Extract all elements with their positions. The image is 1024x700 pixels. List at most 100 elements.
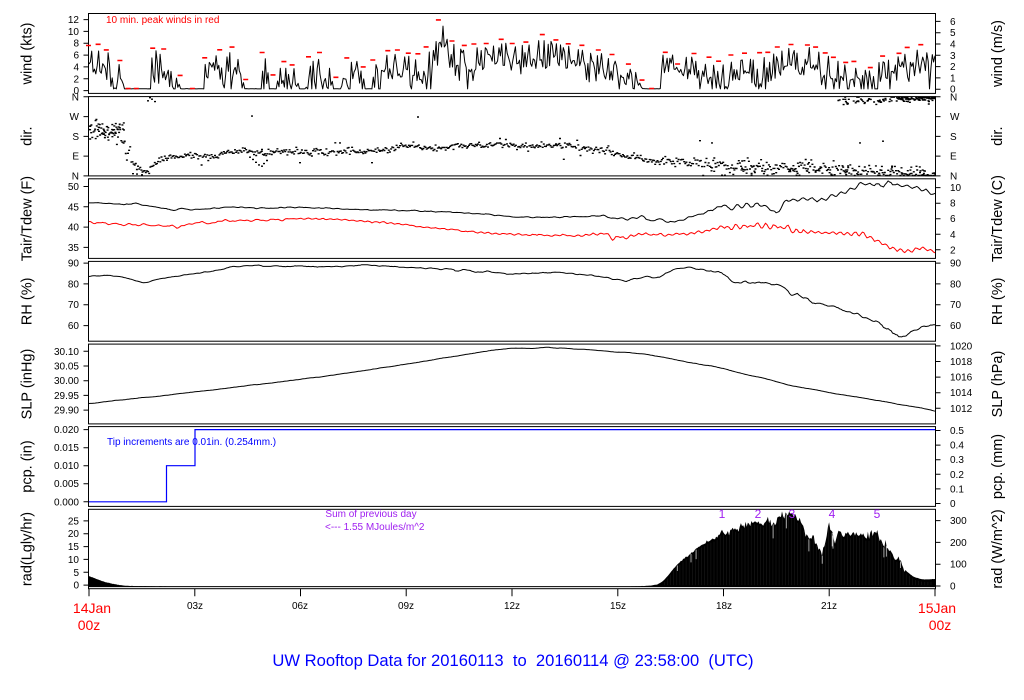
svg-text:0.005: 0.005 bbox=[54, 479, 79, 490]
svg-text:0.1: 0.1 bbox=[950, 484, 964, 495]
svg-text:00z: 00z bbox=[78, 617, 101, 633]
svg-text:50: 50 bbox=[68, 182, 80, 193]
svg-text:12z: 12z bbox=[504, 601, 520, 612]
svg-text:35: 35 bbox=[68, 243, 80, 254]
svg-text:14Jan: 14Jan bbox=[73, 600, 111, 616]
svg-text:30.00: 30.00 bbox=[54, 376, 79, 387]
svg-text:4: 4 bbox=[950, 230, 956, 241]
svg-text:30.05: 30.05 bbox=[54, 362, 79, 373]
svg-text:18z: 18z bbox=[716, 601, 732, 612]
svg-text:29.90: 29.90 bbox=[54, 406, 79, 417]
svg-text:2: 2 bbox=[950, 62, 956, 73]
svg-text:N: N bbox=[950, 171, 957, 182]
svg-text:0.5: 0.5 bbox=[950, 426, 964, 437]
svg-text:N: N bbox=[950, 92, 957, 103]
svg-text:2: 2 bbox=[950, 245, 956, 256]
svg-text:6: 6 bbox=[950, 214, 956, 225]
svg-text:rad (W/m^2): rad (W/m^2) bbox=[990, 509, 1006, 588]
svg-text:0: 0 bbox=[950, 85, 956, 96]
svg-text:0: 0 bbox=[950, 582, 956, 593]
svg-text:4: 4 bbox=[829, 507, 836, 521]
svg-text:45: 45 bbox=[68, 202, 80, 213]
svg-text:pcp. (mm): pcp. (mm) bbox=[990, 434, 1006, 499]
svg-text:1: 1 bbox=[719, 507, 726, 521]
svg-text:S: S bbox=[950, 132, 957, 143]
svg-text:Tip increments are 0.01in. (0.: Tip increments are 0.01in. (0.254mm.) bbox=[107, 437, 276, 448]
svg-text:N: N bbox=[72, 92, 79, 103]
svg-text:90: 90 bbox=[950, 259, 962, 270]
svg-text:rad(Lgly/hr): rad(Lgly/hr) bbox=[20, 512, 36, 586]
svg-text:100: 100 bbox=[950, 560, 967, 571]
svg-text:0.020: 0.020 bbox=[54, 425, 79, 436]
svg-text:0.010: 0.010 bbox=[54, 461, 79, 472]
svg-text:E: E bbox=[950, 152, 957, 163]
svg-text:dir.: dir. bbox=[20, 127, 36, 146]
svg-text:W: W bbox=[70, 112, 80, 123]
svg-text:1012: 1012 bbox=[950, 404, 973, 415]
svg-text:06z: 06z bbox=[292, 601, 308, 612]
svg-text:12: 12 bbox=[68, 15, 80, 26]
svg-text:UW Rooftop Data for 20160113: UW Rooftop Data for 20160113 to 20160114… bbox=[272, 651, 753, 670]
svg-text:70: 70 bbox=[68, 300, 80, 311]
svg-text:70: 70 bbox=[950, 300, 962, 311]
svg-text:10: 10 bbox=[68, 555, 80, 566]
svg-text:1: 1 bbox=[950, 73, 956, 84]
svg-text:Tair/Tdew (C): Tair/Tdew (C) bbox=[990, 175, 1006, 262]
svg-text:03z: 03z bbox=[187, 601, 203, 612]
svg-text:60: 60 bbox=[68, 321, 80, 332]
svg-text:10: 10 bbox=[68, 27, 80, 38]
svg-text:09z: 09z bbox=[398, 601, 414, 612]
svg-text:0: 0 bbox=[73, 86, 79, 97]
svg-text:E: E bbox=[72, 152, 79, 163]
svg-text:15Jan: 15Jan bbox=[918, 600, 956, 616]
svg-text:15z: 15z bbox=[610, 601, 626, 612]
svg-text:300: 300 bbox=[950, 516, 967, 527]
svg-text:90: 90 bbox=[68, 259, 80, 270]
svg-text:200: 200 bbox=[950, 538, 967, 549]
svg-text:6: 6 bbox=[950, 17, 956, 28]
svg-text:2: 2 bbox=[73, 74, 79, 85]
svg-text:SLP (inHg): SLP (inHg) bbox=[20, 349, 36, 420]
svg-text:8: 8 bbox=[950, 199, 956, 210]
svg-text:RH (%): RH (%) bbox=[20, 278, 36, 326]
svg-text:Sum of previous day: Sum of previous day bbox=[325, 509, 416, 520]
svg-text:25: 25 bbox=[68, 516, 80, 527]
svg-text:80: 80 bbox=[68, 279, 80, 290]
svg-text:3: 3 bbox=[789, 507, 796, 521]
svg-text:W: W bbox=[950, 112, 960, 123]
svg-text:30.10: 30.10 bbox=[54, 347, 79, 358]
svg-text:0.000: 0.000 bbox=[54, 497, 79, 508]
svg-text:40: 40 bbox=[68, 223, 80, 234]
svg-text:1014: 1014 bbox=[950, 388, 973, 399]
svg-text:29.95: 29.95 bbox=[54, 391, 79, 402]
svg-text:0.015: 0.015 bbox=[54, 443, 79, 454]
svg-text:4: 4 bbox=[950, 40, 956, 51]
svg-text:0: 0 bbox=[73, 581, 79, 592]
svg-text:5: 5 bbox=[874, 507, 881, 521]
svg-text:1016: 1016 bbox=[950, 373, 973, 384]
svg-text:0.4: 0.4 bbox=[950, 441, 964, 452]
svg-text:6: 6 bbox=[73, 51, 79, 62]
svg-text:wind (m/s): wind (m/s) bbox=[990, 20, 1006, 88]
svg-text:00z: 00z bbox=[929, 617, 952, 633]
svg-text:0: 0 bbox=[950, 499, 956, 510]
svg-text:10 min. peak winds in red: 10 min. peak winds in red bbox=[106, 15, 219, 26]
svg-text:wind (kts): wind (kts) bbox=[20, 22, 36, 85]
svg-text:1020: 1020 bbox=[950, 341, 973, 352]
svg-text:S: S bbox=[72, 132, 79, 143]
svg-text:80: 80 bbox=[950, 279, 962, 290]
svg-text:4: 4 bbox=[73, 62, 79, 73]
svg-text:5: 5 bbox=[73, 568, 79, 579]
svg-text:60: 60 bbox=[950, 321, 962, 332]
svg-text:1018: 1018 bbox=[950, 357, 973, 368]
svg-text:0.3: 0.3 bbox=[950, 455, 964, 466]
svg-text:<--- 1.55 MJoules/m^2: <--- 1.55 MJoules/m^2 bbox=[325, 522, 425, 533]
svg-text:5: 5 bbox=[950, 28, 956, 39]
svg-text:pcp. (in): pcp. (in) bbox=[20, 440, 36, 492]
svg-text:Tair/Tdew (F): Tair/Tdew (F) bbox=[20, 176, 36, 261]
svg-text:SLP (hPa): SLP (hPa) bbox=[990, 351, 1006, 418]
svg-text:10: 10 bbox=[950, 183, 962, 194]
svg-text:3: 3 bbox=[950, 51, 956, 62]
svg-text:20: 20 bbox=[68, 529, 80, 540]
svg-text:N: N bbox=[72, 171, 79, 182]
